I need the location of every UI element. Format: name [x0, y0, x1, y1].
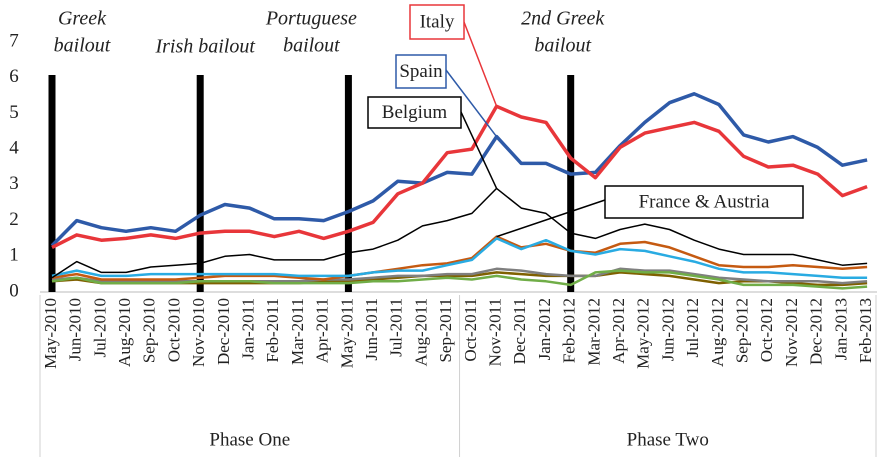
callout-line: [463, 21, 498, 107]
callout-label-box: [409, 4, 465, 40]
x-tick-label: Feb-2011: [263, 298, 282, 363]
x-tick-label: Sep-2010: [140, 298, 159, 363]
group-label: Phase Two: [627, 429, 709, 450]
event-label: bailout: [283, 35, 340, 57]
event-bar: [196, 75, 204, 292]
x-tick-label: Oct-2012: [757, 298, 776, 362]
callout-line: [460, 111, 498, 189]
y-tick-label: 6: [9, 66, 19, 87]
series-line: [51, 187, 868, 279]
annotation: France & Austria: [639, 191, 770, 212]
x-tick-label: May-2011: [337, 298, 356, 368]
y-tick-label: 2: [9, 209, 19, 230]
x-tick-label: Feb-2013: [856, 298, 875, 363]
x-tick-label: Jun-2010: [66, 298, 85, 361]
event-bar: [567, 75, 575, 292]
event-bar: [48, 75, 56, 292]
event-label: bailout: [54, 35, 111, 57]
x-tick-label: Nov-2010: [189, 298, 208, 367]
series-line: [51, 235, 868, 281]
event-label: Greek: [58, 8, 107, 30]
x-tick-label: Jun-2011: [362, 298, 381, 361]
x-tick-label: Oct-2010: [164, 298, 183, 362]
x-tick-label: Apr-2011: [313, 298, 332, 363]
callout-line: [496, 199, 606, 238]
series-line: [51, 104, 868, 249]
x-tick-label: Apr-2012: [609, 298, 628, 364]
x-tick-label: Nov-2011: [486, 298, 505, 366]
event-label: bailout: [534, 35, 591, 57]
y-tick-label: 4: [9, 138, 19, 159]
x-tick-label: Jan-2012: [535, 298, 554, 360]
callout-label: Belgium: [382, 102, 448, 123]
x-tick-label: Mar-2011: [288, 298, 307, 365]
callout-label-box: [367, 96, 462, 129]
x-tick-label: Sep-2011: [436, 298, 455, 363]
x-tick-label: Jul-2010: [90, 298, 109, 358]
series-line: [51, 269, 868, 290]
x-tick-label: Dec-2010: [214, 298, 233, 365]
x-tick-label: Aug-2011: [411, 298, 430, 366]
event-label: Portuguese: [265, 8, 357, 30]
x-tick-label: Oct-2011: [461, 298, 480, 362]
y-tick-label: 3: [9, 173, 19, 194]
callout-label-box: [395, 54, 447, 89]
event-label: Irish bailout: [154, 36, 255, 58]
series-line: [50, 92, 868, 247]
callout-line: [445, 69, 498, 138]
x-tick-label: Jul-2011: [387, 298, 406, 357]
y-tick-label: 5: [9, 102, 19, 123]
x-tick-label: Jan-2011: [239, 298, 258, 360]
x-tick-label: May-2010: [41, 298, 60, 369]
x-tick-label: Nov-2012: [782, 298, 801, 367]
x-tick-label: May-2012: [634, 298, 653, 369]
y-tick-label: 1: [9, 245, 19, 266]
x-tick-label: Mar-2012: [584, 298, 603, 366]
annotation-box: [604, 185, 804, 219]
x-tick-label: Feb-2012: [560, 298, 579, 363]
x-tick-label: Jun-2012: [658, 298, 677, 361]
x-tick-label: Sep-2012: [733, 298, 752, 363]
x-tick-label: Jul-2012: [683, 298, 702, 358]
x-tick-label: Dec-2011: [510, 298, 529, 364]
callout-label: Spain: [399, 61, 443, 82]
y-tick-label: 0: [9, 280, 19, 301]
event-label: 2nd Greek: [521, 8, 605, 30]
x-tick-label: Aug-2012: [708, 298, 727, 367]
y-tick-label: 7: [9, 30, 19, 51]
x-tick-label: Jan-2013: [831, 298, 850, 360]
group-label: Phase One: [209, 429, 290, 450]
x-tick-label: Aug-2010: [115, 298, 134, 367]
x-tick-label: Dec-2012: [807, 298, 826, 365]
callout-label: Italy: [420, 11, 455, 32]
event-bar: [344, 75, 352, 292]
series-line: [51, 237, 868, 279]
